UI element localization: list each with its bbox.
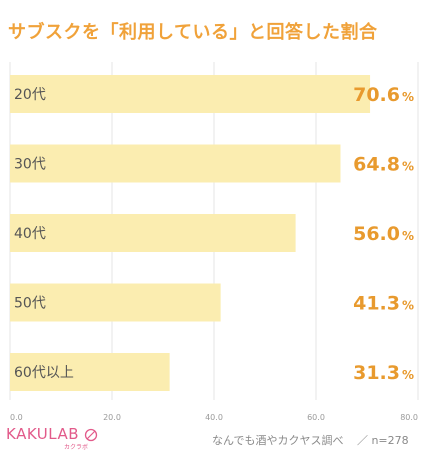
percent-unit: % (402, 90, 414, 104)
percent-unit: % (402, 160, 414, 174)
x-tick-label: 80.0 (400, 413, 418, 422)
bar (10, 353, 170, 391)
source-note: なんでも酒やカクヤス調べ ／ n=278 (212, 432, 409, 448)
kakulab-logo: KAKULAB (6, 425, 79, 443)
percent-unit: % (402, 229, 414, 243)
chart-title: サブスクを「利用している」と回答した割合 (8, 22, 378, 43)
value-label: 56.0 (353, 223, 400, 245)
percent-unit: % (402, 368, 414, 382)
category-label: 40代 (14, 226, 46, 242)
x-tick-label: 0.0 (10, 413, 23, 422)
bar (10, 144, 341, 183)
source-text: なんでも酒やカクヤス調べ (212, 434, 344, 447)
value-label: 70.6 (353, 84, 400, 106)
category-label: 20代 (14, 87, 46, 103)
category-label: 30代 (14, 157, 46, 173)
source-separator: ／ (356, 434, 368, 447)
percent-unit: % (402, 299, 414, 313)
logo-subtext: カクラボ (64, 444, 89, 451)
x-tick-label: 20.0 (103, 413, 121, 422)
bar (10, 214, 296, 252)
category-label: 50代 (14, 296, 46, 312)
x-tick-label: 40.0 (205, 413, 223, 422)
category-label: 60代以上 (14, 365, 74, 381)
x-tick-label: 60.0 (307, 413, 325, 422)
bars: 20代 70.6 % 30代 64.8 % 40代 56.0 % 50代 41.3 % 60代以上 31.… (10, 75, 414, 391)
x-tick-labels: 0.0 20.0 40.0 60.0 80.0 (10, 413, 418, 422)
smiley-icon (84, 428, 98, 442)
value-label: 41.3 (353, 293, 400, 315)
logo-text: KAKULAB (6, 425, 79, 443)
sample-size: n=278 (371, 434, 409, 447)
bar (10, 75, 371, 113)
bar (10, 283, 221, 322)
value-label: 31.3 (353, 362, 400, 384)
value-label: 64.8 (353, 154, 400, 176)
